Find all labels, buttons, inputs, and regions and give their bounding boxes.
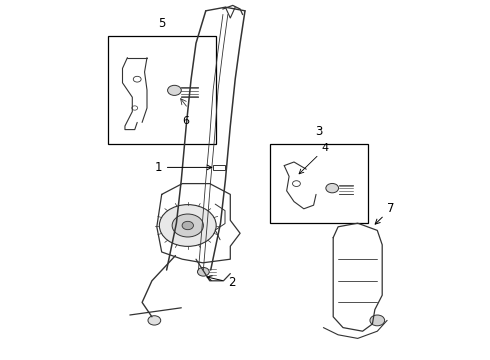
Circle shape [159,204,216,246]
Text: 6: 6 [182,116,189,126]
Circle shape [326,184,339,193]
Text: 7: 7 [375,202,394,224]
Circle shape [172,214,203,237]
Bar [108,36,216,144]
Text: 5: 5 [158,17,166,30]
Bar [213,165,225,170]
Circle shape [197,267,209,276]
Bar [270,144,368,223]
Text: 4: 4 [299,143,329,174]
Circle shape [293,181,300,186]
Circle shape [148,316,161,325]
Circle shape [168,85,181,95]
Text: 3: 3 [315,125,322,138]
Text: 2: 2 [207,276,235,289]
Circle shape [182,221,194,230]
Text: 1: 1 [154,161,212,174]
Circle shape [370,315,385,326]
Circle shape [133,76,141,82]
Circle shape [132,106,138,110]
